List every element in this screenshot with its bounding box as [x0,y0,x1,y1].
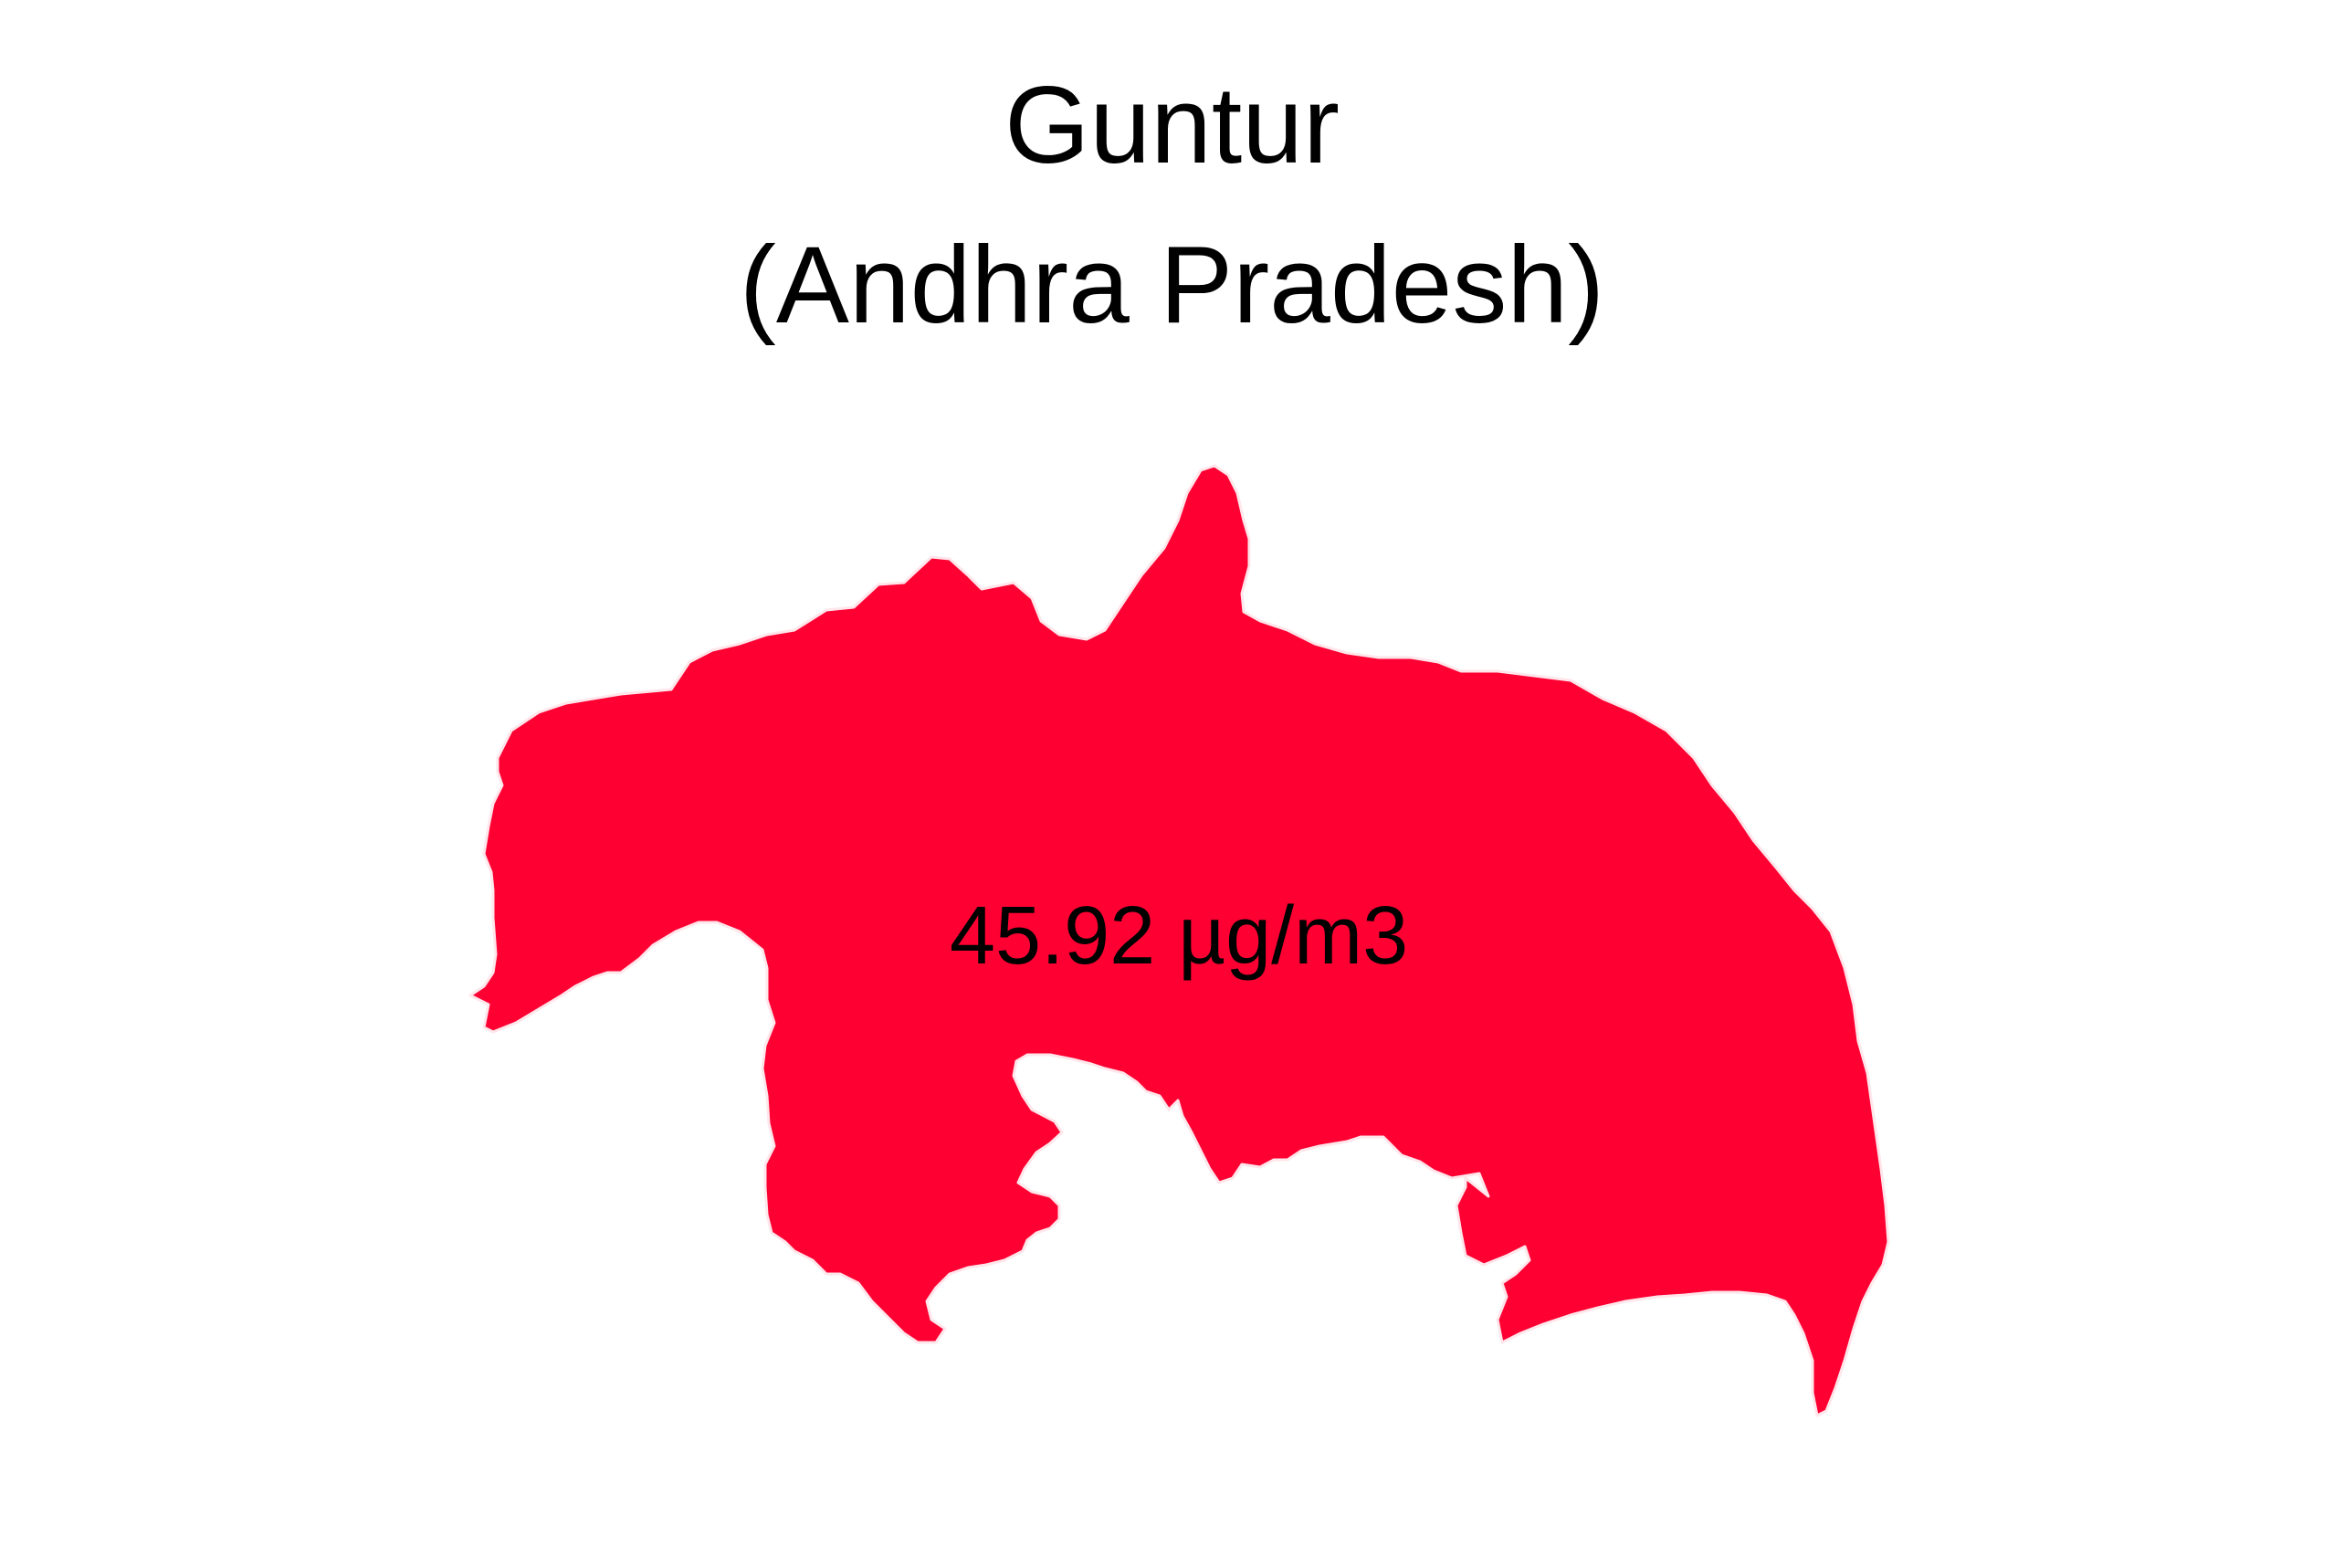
map-subtitle: (Andhra Pradesh) [739,224,1605,346]
map-title-block: Guntur (Andhra Pradesh) [0,46,2344,365]
map-title: Guntur [1004,64,1340,186]
pm-value-label: 45.92 µg/m3 [950,890,1409,982]
guntur-district-shape [468,464,1890,1417]
